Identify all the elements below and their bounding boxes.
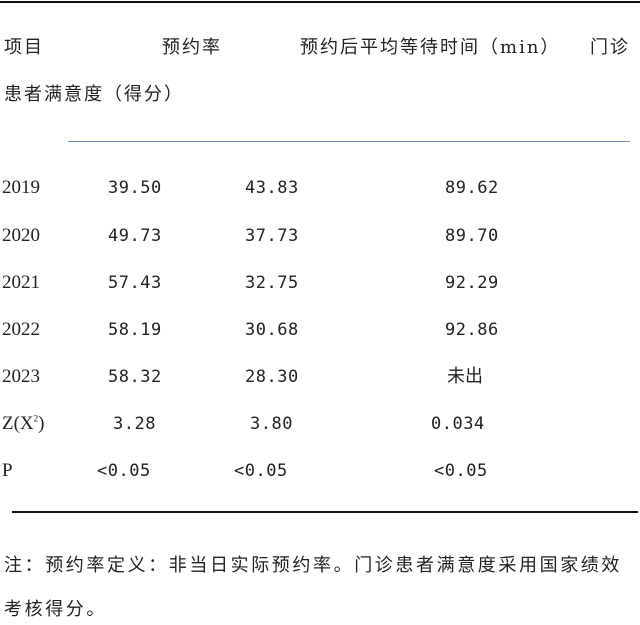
row-label: 2020 xyxy=(2,225,40,246)
header-divider xyxy=(68,141,630,142)
cell-satisfaction: 89.70 xyxy=(445,226,499,246)
cell-rate: 58.32 xyxy=(108,367,162,387)
cell-satisfaction: 89.62 xyxy=(445,178,499,198)
header-item: 项目 xyxy=(4,37,44,58)
table-top-rule xyxy=(0,1,640,3)
cell-wait: 32.75 xyxy=(245,273,299,293)
cell-rate: 58.19 xyxy=(108,320,162,340)
cell-rate: 49.73 xyxy=(108,226,162,246)
header-satisfaction-part1: 门诊 xyxy=(590,37,630,58)
cell-wait: 30.68 xyxy=(245,320,299,340)
row-label-statistic: Z(X2) xyxy=(2,413,45,434)
cell-wait: 28.30 xyxy=(245,367,299,387)
row-label: P xyxy=(2,460,13,481)
row-label: 2021 xyxy=(2,272,40,293)
cell-satisfaction: 0.034 xyxy=(431,414,485,434)
table-bottom-rule xyxy=(12,511,638,513)
note-line-1: 注：预约率定义：非当日实际预约率。门诊患者满意度采用国家绩效 xyxy=(4,555,622,576)
cell-satisfaction: <0.05 xyxy=(434,461,488,481)
cell-rate: 39.50 xyxy=(108,178,162,198)
cell-wait: 43.83 xyxy=(245,178,299,198)
cell-satisfaction: 92.86 xyxy=(445,320,499,340)
note-line-2: 考核得分。 xyxy=(4,599,107,620)
header-rate: 预约率 xyxy=(162,37,222,58)
header-satisfaction-part2: 患者满意度（得分） xyxy=(4,84,184,105)
cell-rate: 57.43 xyxy=(108,273,162,293)
cell-satisfaction: 92.29 xyxy=(445,273,499,293)
cell-rate: 3.28 xyxy=(113,414,156,434)
cell-satisfaction: 未出 xyxy=(447,366,483,387)
cell-wait: 37.73 xyxy=(245,226,299,246)
cell-wait: <0.05 xyxy=(234,461,288,481)
cell-rate: <0.05 xyxy=(97,461,151,481)
header-wait-time: 预约后平均等待时间（min） xyxy=(300,37,561,58)
row-label: 2022 xyxy=(2,319,40,340)
row-label: 2019 xyxy=(2,177,40,198)
cell-wait: 3.80 xyxy=(250,414,293,434)
row-label: 2023 xyxy=(2,366,40,387)
